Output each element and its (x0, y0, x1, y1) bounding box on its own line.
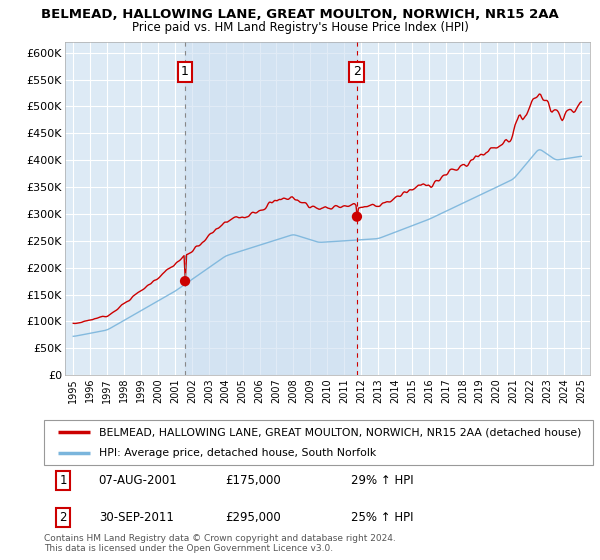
Text: Price paid vs. HM Land Registry's House Price Index (HPI): Price paid vs. HM Land Registry's House … (131, 21, 469, 34)
Text: 1: 1 (181, 66, 189, 78)
FancyBboxPatch shape (44, 420, 593, 465)
Text: 29% ↑ HPI: 29% ↑ HPI (351, 474, 414, 487)
Text: HPI: Average price, detached house, South Norfolk: HPI: Average price, detached house, Sout… (98, 448, 376, 458)
Bar (185, 42, 357, 375)
Text: £295,000: £295,000 (225, 511, 281, 524)
Text: 2: 2 (59, 511, 67, 524)
Point (180, 277, 190, 286)
Text: BELMEAD, HALLOWING LANE, GREAT MOULTON, NORWICH, NR15 2AA (detached house): BELMEAD, HALLOWING LANE, GREAT MOULTON, … (98, 427, 581, 437)
Text: BELMEAD, HALLOWING LANE, GREAT MOULTON, NORWICH, NR15 2AA: BELMEAD, HALLOWING LANE, GREAT MOULTON, … (41, 8, 559, 21)
Text: 1: 1 (59, 474, 67, 487)
Text: 30-SEP-2011: 30-SEP-2011 (98, 511, 173, 524)
Text: Contains HM Land Registry data © Crown copyright and database right 2024.
This d: Contains HM Land Registry data © Crown c… (44, 534, 395, 553)
Text: £175,000: £175,000 (225, 474, 281, 487)
Text: 25% ↑ HPI: 25% ↑ HPI (351, 511, 414, 524)
Text: 07-AUG-2001: 07-AUG-2001 (98, 474, 178, 487)
Text: 2: 2 (353, 66, 361, 78)
Point (352, 212, 362, 221)
